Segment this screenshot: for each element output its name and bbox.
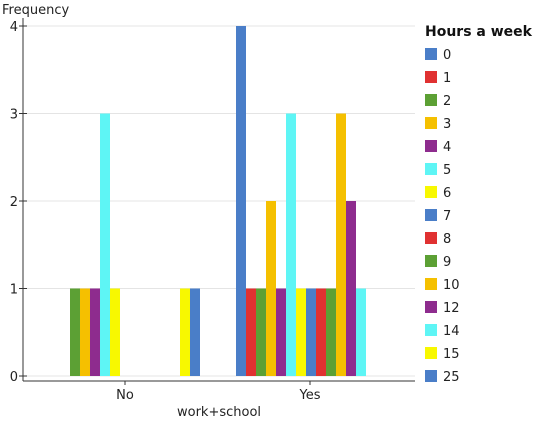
x-ticks: No Yes bbox=[116, 381, 321, 403]
legend-swatch-25 bbox=[425, 370, 437, 382]
legend-label-2: 2 bbox=[443, 94, 451, 109]
legend-swatch-6 bbox=[425, 186, 437, 198]
bar-yes-hours-0 bbox=[236, 26, 246, 376]
legend-label-6: 6 bbox=[443, 186, 451, 201]
y-tick-label: 4 bbox=[10, 20, 18, 35]
y-tick-label: 0 bbox=[10, 370, 18, 385]
bar-yes-hours-9 bbox=[326, 288, 336, 376]
legend-swatch-15 bbox=[425, 347, 437, 359]
legend-swatch-2 bbox=[425, 94, 437, 106]
legend-label-1: 1 bbox=[443, 71, 451, 86]
bar-yes-hours-1 bbox=[246, 288, 256, 376]
legend-label-5: 5 bbox=[443, 163, 451, 178]
legend-label-0: 0 bbox=[443, 48, 451, 63]
bar-yes-hours-2 bbox=[256, 288, 266, 376]
legend-label-12: 12 bbox=[443, 301, 460, 316]
legend-swatch-5 bbox=[425, 163, 437, 175]
legend-label-10: 10 bbox=[443, 278, 460, 293]
legend-label-9: 9 bbox=[443, 255, 451, 270]
bar-yes-hours-5 bbox=[286, 113, 296, 376]
legend-swatch-10 bbox=[425, 278, 437, 290]
bar-yes-hours-7 bbox=[306, 288, 316, 376]
bars bbox=[70, 26, 366, 376]
legend-swatch-0 bbox=[425, 48, 437, 60]
bar-no-hours-5 bbox=[100, 113, 110, 376]
bar-no-hours-4 bbox=[90, 288, 100, 376]
legend-swatch-3 bbox=[425, 117, 437, 129]
legend-label-8: 8 bbox=[443, 232, 451, 247]
legend-label-3: 3 bbox=[443, 117, 451, 132]
x-tick-label-yes: Yes bbox=[299, 388, 321, 403]
legend-swatch-12 bbox=[425, 301, 437, 313]
legend-title: Hours a week bbox=[425, 24, 533, 40]
bar-yes-hours-10 bbox=[336, 113, 346, 376]
legend-swatch-9 bbox=[425, 255, 437, 267]
legend-label-7: 7 bbox=[443, 209, 451, 224]
legend-label-25: 25 bbox=[443, 370, 460, 385]
legend-swatch-7 bbox=[425, 209, 437, 221]
bar-yes-hours-12 bbox=[346, 201, 356, 376]
bar-yes-hours-8 bbox=[316, 288, 326, 376]
y-ticks: 0 1 2 3 4 bbox=[10, 20, 27, 385]
y-axis-label: Frequency bbox=[2, 3, 69, 18]
legend-label-4: 4 bbox=[443, 140, 451, 155]
bar-yes-hours-3 bbox=[266, 201, 276, 376]
bar-no-hours-15 bbox=[180, 288, 190, 376]
legend-swatch-4 bbox=[425, 140, 437, 152]
bar-yes-hours-6 bbox=[296, 288, 306, 376]
x-axis-label: work+school bbox=[177, 405, 261, 420]
y-tick-label: 2 bbox=[10, 195, 18, 210]
legend-swatch-8 bbox=[425, 232, 437, 244]
bar-no-hours-3 bbox=[80, 288, 90, 376]
bar-no-hours-6 bbox=[110, 288, 120, 376]
bar-yes-hours-4 bbox=[276, 288, 286, 376]
bar-yes-hours-14 bbox=[356, 288, 366, 376]
legend-swatch-14 bbox=[425, 324, 437, 336]
y-tick-label: 1 bbox=[10, 283, 18, 298]
bar-no-hours-25 bbox=[190, 288, 200, 376]
x-tick-label-no: No bbox=[116, 388, 134, 403]
bar-no-hours-2 bbox=[70, 288, 80, 376]
legend-label-14: 14 bbox=[443, 324, 460, 339]
legend-label-15: 15 bbox=[443, 347, 460, 362]
y-tick-label: 3 bbox=[10, 108, 18, 123]
legend-swatch-1 bbox=[425, 71, 437, 83]
